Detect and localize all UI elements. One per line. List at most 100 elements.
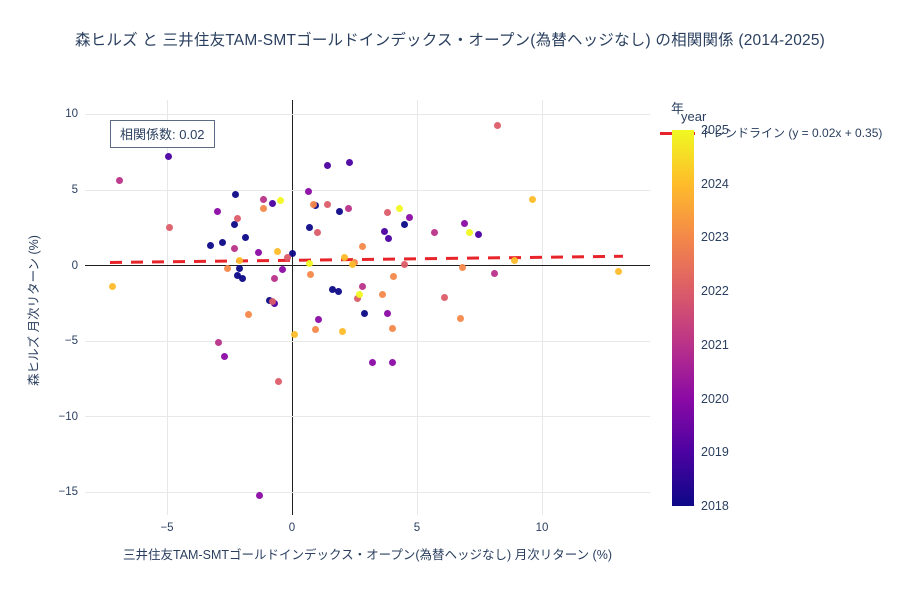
data-point-2024 [614, 268, 622, 276]
data-point-2020 [383, 310, 391, 318]
data-point-2021 [271, 274, 278, 282]
data-point-2024 [528, 195, 536, 203]
colorbar-tick-label: 2025 [701, 123, 729, 137]
x-tick-label: 10 [535, 522, 549, 534]
data-point-2020 [221, 352, 228, 360]
data-point-2018 [207, 241, 215, 249]
data-point-2023 [457, 314, 465, 322]
y-tick-label: −10 [58, 410, 78, 423]
data-point-2018 [288, 249, 296, 257]
data-point-2019 [323, 162, 331, 170]
data-point-2024 [338, 328, 346, 336]
y-gridline [85, 416, 650, 418]
colorbar-tick-label: 2024 [701, 176, 729, 191]
data-point-2019 [384, 234, 392, 242]
colorbar-title-en: year [681, 109, 707, 124]
data-point-2023 [312, 326, 320, 334]
y-tick-label: −15 [58, 486, 78, 499]
data-point-2018 [334, 288, 342, 296]
data-point-2018 [328, 286, 336, 294]
data-point-2024 [291, 331, 298, 339]
x-tick-label: 0 [288, 522, 296, 534]
data-point-2018 [233, 271, 241, 279]
data-point-2020 [388, 358, 396, 366]
x-tick-label: 5 [413, 522, 421, 534]
data-point-2021 [358, 283, 366, 291]
data-point-2021 [431, 228, 438, 236]
data-point-2025 [466, 228, 473, 236]
data-point-2023 [458, 263, 466, 271]
data-point-2019 [346, 158, 353, 166]
data-point-2023 [358, 243, 366, 251]
data-point-2021 [116, 177, 123, 185]
data-point-2022 [383, 209, 391, 217]
data-point-2022 [353, 295, 361, 303]
data-point-2022 [323, 200, 331, 208]
data-point-2022 [233, 215, 241, 223]
data-point-2023 [378, 290, 386, 298]
data-point-2019 [474, 231, 482, 239]
y-gridline [85, 340, 650, 342]
page-title: 森ヒルズ と 三井住友TAM-SMTゴールドインデックス・オープン(為替ヘッジな… [74, 32, 826, 49]
y-axis-title: 森ヒルズ 月次リターン (%) [27, 235, 41, 386]
y-zeroline [85, 265, 650, 267]
x-gridline [166, 100, 168, 515]
data-point-2019 [381, 228, 388, 236]
y-tick-label: −5 [64, 335, 78, 348]
colorbar-tick-label: 2019 [701, 445, 729, 460]
data-point-2020 [314, 315, 322, 323]
y-tick-label: 5 [71, 184, 78, 196]
data-point-2021 [259, 195, 267, 203]
colorbar-tick-label: 2018 [701, 499, 729, 513]
data-point-2018 [218, 239, 226, 247]
data-point-2018 [238, 274, 246, 282]
year-colorbar [672, 130, 694, 506]
data-point-2018 [336, 208, 343, 216]
colorbar-title-ja: 年 [671, 101, 685, 116]
data-point-2020 [461, 220, 468, 228]
data-point-2023 [309, 200, 317, 208]
data-point-2023 [389, 272, 397, 280]
data-point-2022 [493, 121, 501, 129]
data-point-2018 [236, 265, 243, 273]
data-point-2022 [313, 228, 321, 236]
data-point-2023 [307, 271, 315, 279]
colorbar-tick-label: 2023 [701, 230, 729, 245]
data-point-2020 [254, 249, 262, 257]
data-point-2019 [164, 153, 172, 161]
data-point-2022 [441, 293, 448, 301]
data-point-2019 [268, 200, 276, 208]
data-point-2022 [268, 298, 276, 306]
data-point-2022 [274, 378, 282, 386]
y-tick-label: 10 [65, 108, 78, 121]
data-point-2023 [259, 204, 267, 212]
data-point-2020 [278, 265, 286, 273]
data-point-2020 [213, 207, 221, 215]
trendline [109, 254, 623, 264]
data-point-2025 [356, 290, 363, 298]
data-point-2024 [341, 254, 348, 262]
data-point-2025 [306, 259, 313, 267]
data-point-2021 [344, 204, 352, 212]
correlation-annotation: 相関係数: 0.02 [110, 120, 215, 148]
colorbar-tick-label: 2020 [701, 391, 729, 406]
colorbar-tick-label: 2022 [701, 284, 729, 299]
data-point-2020 [256, 491, 263, 499]
data-point-2020 [304, 188, 312, 196]
data-point-2022 [283, 254, 291, 262]
data-point-2020 [406, 213, 413, 221]
data-point-2018 [361, 310, 368, 318]
data-point-2020 [368, 358, 376, 366]
y-tick-label: 0 [71, 259, 78, 272]
data-point-2023 [244, 311, 252, 319]
y-gridline [85, 491, 650, 493]
data-point-2024 [511, 256, 518, 264]
data-point-2021 [491, 269, 498, 277]
x-axis-title: 三井住友TAM-SMTゴールドインデックス・オープン(為替ヘッジなし) 月次リタ… [123, 548, 612, 562]
data-point-2018 [232, 191, 240, 199]
data-point-2023 [388, 325, 396, 333]
x-gridline [416, 100, 418, 515]
data-point-2024 [108, 283, 116, 291]
data-point-2018 [242, 234, 250, 242]
x-zeroline [291, 100, 293, 515]
